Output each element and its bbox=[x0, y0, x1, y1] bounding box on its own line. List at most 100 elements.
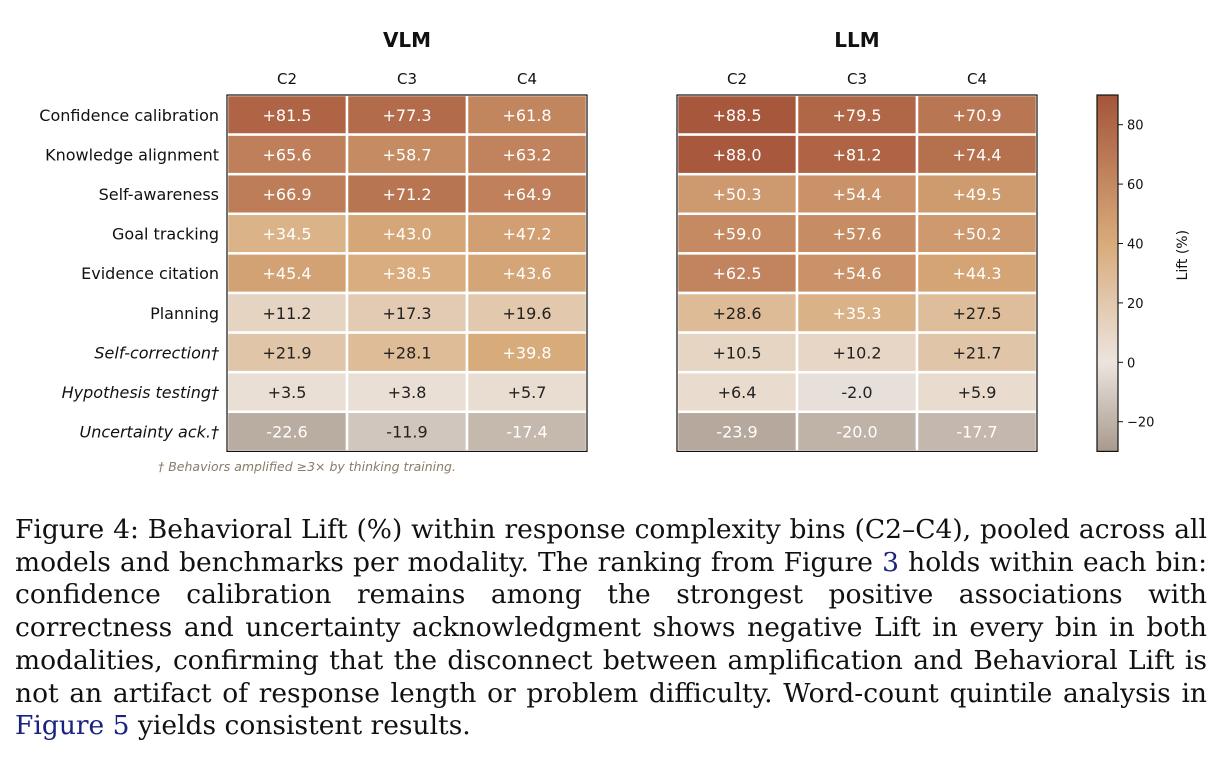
row-label-self-correction: Self-correction† bbox=[94, 343, 220, 362]
vlm-cell-label: -11.9 bbox=[386, 423, 427, 442]
vlm-cell-hypothesis-testing-c3 bbox=[345, 370, 469, 414]
vlm-cell-label: +43.6 bbox=[502, 264, 551, 283]
vlm-cell-label: +34.5 bbox=[262, 225, 311, 244]
row-label-knowledge-alignment: Knowledge alignment bbox=[45, 145, 219, 164]
vlm-cell-label: +71.2 bbox=[382, 185, 431, 204]
llm-cell-label: +50.2 bbox=[952, 225, 1001, 244]
vlm-cell-label: +39.8 bbox=[502, 343, 551, 362]
vlm-cell-evidence-citation-c3 bbox=[345, 252, 469, 295]
llm-cell-label: +79.5 bbox=[832, 106, 881, 125]
vlm-cell-label: +21.9 bbox=[262, 343, 311, 362]
figure-caption: Figure 4: Behavioral Lift (%) within res… bbox=[15, 514, 1207, 743]
llm-col-label-c4: C4 bbox=[967, 70, 987, 88]
vlm-cell-hypothesis-testing-c2 bbox=[225, 370, 349, 414]
llm-cell-label: +62.5 bbox=[712, 264, 761, 283]
vlm-cell-label: +45.4 bbox=[262, 264, 311, 283]
llm-cell-label: +44.3 bbox=[952, 264, 1001, 283]
vlm-cell-label: +28.1 bbox=[382, 343, 431, 362]
colorbar-tick-label: 80 bbox=[1127, 119, 1144, 134]
vlm-cell-label: +11.2 bbox=[262, 304, 311, 323]
llm-col-label-c3: C3 bbox=[847, 70, 867, 88]
row-label-hypothesis-testing: Hypothesis testing† bbox=[62, 383, 220, 402]
vlm-cell-label: -22.6 bbox=[266, 423, 307, 442]
vlm-cell-planning-c3 bbox=[345, 291, 469, 334]
llm-cell-label: +27.5 bbox=[952, 304, 1001, 323]
llm-cell-label: -20.0 bbox=[836, 423, 877, 442]
vlm-col-label-c3: C3 bbox=[397, 70, 417, 88]
llm-cell-uncertainty-ack-c3 bbox=[795, 410, 919, 453]
llm-cell-evidence-citation-c3 bbox=[795, 252, 919, 295]
vlm-cell-label: +66.9 bbox=[262, 185, 311, 204]
vlm-cell-label: +5.7 bbox=[508, 383, 547, 402]
llm-cell-label: +59.0 bbox=[712, 225, 761, 244]
colorbar-label: Lift (%) bbox=[1175, 230, 1191, 281]
colorbar-tick-label: 60 bbox=[1127, 178, 1144, 193]
llm-cell-label: +49.5 bbox=[952, 185, 1001, 204]
vlm-panel-frame bbox=[226, 94, 588, 452]
vlm-cell-uncertainty-ack-c4 bbox=[465, 410, 589, 453]
llm-panel-title: LLM bbox=[834, 28, 879, 52]
llm-cell-label: +74.4 bbox=[952, 145, 1001, 164]
caption-tail: yields consistent results. bbox=[129, 710, 471, 742]
llm-cell-label: +50.3 bbox=[712, 185, 761, 204]
llm-cell-label: +70.9 bbox=[952, 106, 1001, 125]
vlm-cell-self-correction-c4 bbox=[465, 331, 589, 374]
vlm-cell-self-awareness-c3 bbox=[345, 172, 469, 216]
vlm-cell-label: +19.6 bbox=[502, 304, 551, 323]
vlm-cell-goal-tracking-c4 bbox=[465, 212, 589, 255]
vlm-cell-self-correction-c2 bbox=[225, 331, 349, 374]
llm-cell-hypothesis-testing-c4 bbox=[915, 370, 1039, 414]
llm-cell-label: +57.6 bbox=[832, 225, 881, 244]
colorbar-tick-label: 0 bbox=[1127, 356, 1135, 371]
llm-col-label-c2: C2 bbox=[727, 70, 747, 88]
vlm-cell-label: +58.7 bbox=[382, 145, 431, 164]
llm-cell-label: -2.0 bbox=[841, 383, 872, 402]
llm-cell-label: +54.6 bbox=[832, 264, 881, 283]
row-label-goal-tracking: Goal tracking bbox=[112, 225, 219, 244]
vlm-cell-label: +65.6 bbox=[262, 145, 311, 164]
vlm-panel-title: VLM bbox=[383, 28, 431, 52]
lift-heatmap-figure: Confidence calibration Knowledge alignmen… bbox=[39, 28, 1191, 474]
llm-cell-knowledge-alignment-c3 bbox=[795, 133, 919, 176]
llm-cell-uncertainty-ack-c4 bbox=[915, 410, 1039, 453]
colorbar-tick-label: 20 bbox=[1127, 297, 1144, 312]
row-label-evidence-citation: Evidence citation bbox=[81, 264, 219, 283]
vlm-col-label-c4: C4 bbox=[517, 70, 537, 88]
caption-lead: Figure 4: Behavioral Lift (%) within res… bbox=[15, 514, 1207, 578]
vlm-cell-self-correction-c3 bbox=[345, 331, 469, 374]
vlm-cell-knowledge-alignment-c4 bbox=[465, 133, 589, 176]
row-label-planning: Planning bbox=[150, 304, 219, 323]
llm-cell-label: +88.0 bbox=[712, 145, 761, 164]
vlm-cell-label: +17.3 bbox=[382, 304, 431, 323]
llm-cell-label: +21.7 bbox=[952, 343, 1001, 362]
vlm-cell-label: +3.5 bbox=[268, 383, 307, 402]
llm-cell-label: +28.6 bbox=[712, 304, 761, 323]
vlm-col-label-c2: C2 bbox=[277, 70, 297, 88]
vlm-cell-label: +43.0 bbox=[382, 225, 431, 244]
llm-cell-label: +54.4 bbox=[832, 185, 881, 204]
figure-5-link[interactable]: Figure 5 bbox=[15, 710, 130, 742]
llm-cell-label: -17.7 bbox=[956, 423, 997, 442]
figure-3-link[interactable]: 3 bbox=[882, 546, 899, 578]
vlm-cell-label: +3.8 bbox=[388, 383, 427, 402]
llm-cell-label: +81.2 bbox=[832, 145, 881, 164]
llm-panel-frame bbox=[676, 94, 1038, 452]
row-label-confidence-calibration: Confidence calibration bbox=[39, 106, 219, 125]
llm-cell-self-correction-c4 bbox=[915, 331, 1039, 374]
vlm-cell-label: +63.2 bbox=[502, 145, 551, 164]
llm-cell-hypothesis-testing-c3 bbox=[795, 370, 919, 414]
vlm-cell-label: +61.8 bbox=[502, 106, 551, 125]
caption-middle: holds within each bin: confidence calibr… bbox=[15, 546, 1208, 709]
vlm-cell-label: +77.3 bbox=[382, 106, 431, 125]
colorbar bbox=[1096, 94, 1119, 452]
llm-cell-label: +6.4 bbox=[718, 383, 757, 402]
vlm-cell-label: +38.5 bbox=[382, 264, 431, 283]
colorbar-tick-label: −20 bbox=[1127, 416, 1154, 431]
vlm-cell-label: -17.4 bbox=[506, 423, 547, 442]
llm-cell-label: +10.5 bbox=[712, 343, 761, 362]
llm-cell-label: +10.2 bbox=[832, 343, 881, 362]
footnote: † Behaviors amplified ≥3× by thinking tr… bbox=[158, 459, 456, 474]
llm-cell-label: +5.9 bbox=[958, 383, 997, 402]
llm-cell-label: +35.3 bbox=[832, 304, 881, 323]
row-label-self-awareness: Self-awareness bbox=[99, 185, 219, 204]
